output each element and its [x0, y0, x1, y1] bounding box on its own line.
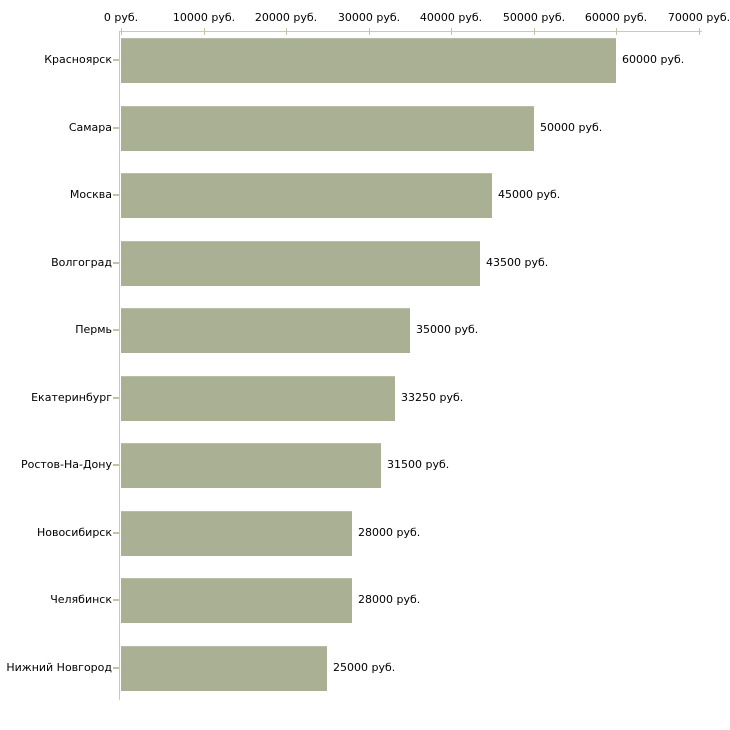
bar-Самара [121, 106, 534, 151]
value-label: 28000 руб. [358, 593, 421, 606]
value-label: 60000 руб. [622, 53, 685, 66]
x-axis-tick [286, 28, 287, 35]
value-label: 43500 руб. [486, 256, 549, 269]
category-label: Волгоград [51, 256, 112, 269]
x-axis-tick-label: 10000 руб. [172, 11, 236, 24]
value-label: 31500 руб. [387, 458, 450, 471]
category-label: Самара [68, 121, 112, 134]
y-axis-tick [113, 464, 119, 466]
bar-Пермь [121, 308, 410, 353]
x-axis-tick-label: 40000 руб. [419, 11, 483, 24]
bar-Волгоград [121, 241, 480, 286]
x-axis-tick-label: 50000 руб. [502, 11, 566, 24]
y-axis-tick [113, 397, 119, 399]
x-axis-tick [699, 28, 700, 35]
x-axis-tick [534, 28, 535, 35]
category-label: Москва [69, 188, 112, 201]
y-axis-line [119, 31, 120, 700]
y-axis-tick [113, 127, 119, 129]
category-label: Екатеринбург [31, 391, 112, 404]
bar-Москва [121, 173, 492, 218]
bar-Ростов-На-Дону [121, 443, 381, 488]
x-axis-tick [451, 28, 452, 35]
category-label: Челябинск [50, 593, 112, 606]
y-axis-tick [113, 194, 119, 196]
value-label: 33250 руб. [401, 391, 464, 404]
x-axis-tick-label: 70000 руб. [667, 11, 730, 24]
bar-Челябинск [121, 578, 352, 623]
value-label: 35000 руб. [416, 323, 479, 336]
bar-Новосибирск [121, 511, 352, 556]
category-label: Красноярск [44, 53, 112, 66]
category-label: Пермь [75, 323, 112, 336]
y-axis-tick [113, 329, 119, 331]
value-label: 50000 руб. [540, 121, 603, 134]
x-axis-tick-label: 0 руб. [103, 11, 139, 24]
y-axis-tick [113, 667, 119, 669]
y-axis-tick [113, 532, 119, 534]
x-axis-tick-label: 20000 руб. [254, 11, 318, 24]
x-axis-tick [369, 28, 370, 35]
category-label: Нижний Новгород [6, 661, 112, 674]
y-axis-tick [113, 59, 119, 61]
x-axis-tick [204, 28, 205, 35]
value-label: 45000 руб. [498, 188, 561, 201]
x-axis-tick [616, 28, 617, 35]
x-axis-line [119, 31, 702, 32]
x-axis-tick-label: 30000 руб. [337, 11, 401, 24]
value-label: 28000 руб. [358, 526, 421, 539]
x-axis-tick-label: 60000 руб. [584, 11, 648, 24]
category-label: Ростов-На-Дону [20, 458, 112, 471]
y-axis-tick [113, 599, 119, 601]
x-axis-tick [121, 28, 122, 35]
bar-Нижний Новгород [121, 646, 327, 691]
category-label: Новосибирск [36, 526, 112, 539]
bar-Красноярск [121, 38, 616, 83]
bar-Екатеринбург [121, 376, 395, 421]
y-axis-tick [113, 262, 119, 264]
value-label: 25000 руб. [333, 661, 396, 674]
